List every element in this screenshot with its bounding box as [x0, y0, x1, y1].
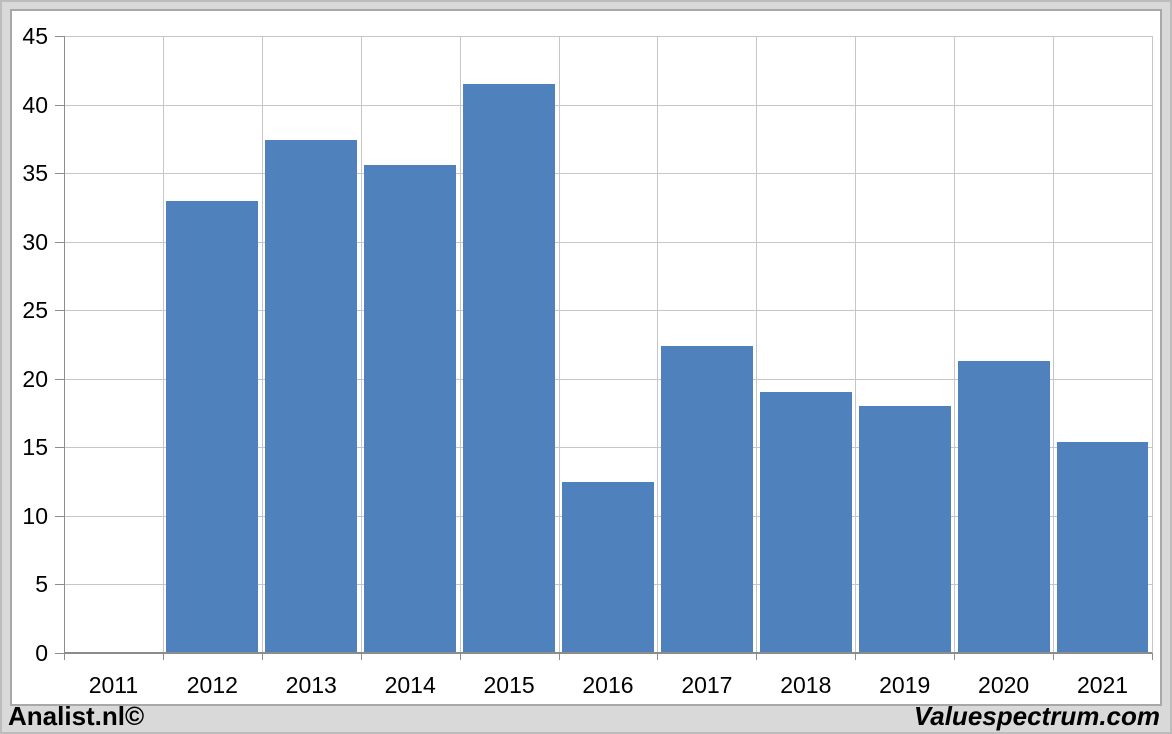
bar-2013: [265, 140, 358, 653]
v-gridline: [459, 36, 461, 653]
x-tick-mark: [1152, 653, 1153, 660]
x-tick-label: 2014: [384, 672, 436, 698]
y-tick-mark: [55, 104, 64, 106]
x-tick-label: 2019: [879, 672, 931, 698]
h-gridline: [64, 310, 1152, 312]
h-gridline: [64, 447, 1152, 449]
v-gridline: [360, 36, 362, 653]
v-gridline: [1053, 36, 1055, 653]
y-tick-label: 10: [22, 502, 48, 529]
v-gridline: [1152, 36, 1153, 653]
bar-2021: [1056, 441, 1149, 653]
chart-canvas: 0 5 10 15 20 25 30 35 40 45 2011 2012 2013 2014 2015 20…: [10, 9, 1162, 706]
y-tick-mark: [55, 515, 64, 517]
y-tick-mark: [55, 36, 64, 37]
bar-2019: [858, 406, 951, 653]
x-axis: [64, 652, 1152, 654]
y-axis: [64, 36, 65, 653]
y-tick-label: 35: [22, 160, 48, 187]
x-tick-label: 2021: [1076, 672, 1129, 698]
y-tick-mark: [55, 584, 64, 586]
y-tick-label: 30: [22, 228, 48, 255]
h-gridline: [64, 378, 1152, 380]
v-gridline: [657, 36, 659, 653]
v-gridline: [855, 36, 857, 653]
x-tick-label: 2017: [681, 672, 733, 698]
x-tick-label: 2018: [780, 672, 832, 698]
v-gridline: [261, 36, 263, 653]
x-tick-mark: [162, 653, 164, 660]
y-tick-label: 0: [35, 640, 48, 666]
x-tick-mark: [360, 653, 362, 660]
x-tick-label: 2020: [978, 672, 1030, 698]
y-tick-mark: [55, 173, 64, 175]
plot-area: 0 5 10 15 20 25 30 35 40 45 2011 2012 2013 2014 2015 20…: [22, 23, 1153, 698]
bar-2012: [166, 200, 259, 653]
x-tick-label: 2012: [186, 672, 238, 698]
y-tick-label: 20: [22, 365, 48, 392]
y-tick-label: 5: [35, 571, 48, 598]
bar-2014: [364, 164, 457, 653]
y-tick-label: 15: [22, 434, 48, 461]
y-tick-label: 45: [22, 23, 48, 49]
x-tick-mark: [64, 653, 65, 660]
y-tick-mark: [55, 310, 64, 312]
bar-2018: [759, 392, 852, 653]
bar-2016: [562, 481, 654, 653]
bar-2015: [463, 83, 556, 653]
bar-2020: [957, 360, 1050, 653]
x-tick-mark: [261, 653, 263, 660]
x-tick-mark: [855, 653, 857, 660]
x-tick-mark: [459, 653, 461, 660]
x-tick-mark: [954, 653, 956, 660]
x-tick-mark: [657, 653, 659, 660]
analist-credit: Analist.nl©: [8, 701, 145, 731]
x-tick-mark: [756, 653, 758, 660]
x-tick-mark: [1053, 653, 1055, 660]
v-gridline: [756, 36, 758, 653]
h-gridline: [64, 241, 1152, 243]
x-tick-label: 2016: [582, 672, 634, 698]
h-gridline: [64, 36, 1152, 37]
bar-2017: [660, 345, 753, 653]
x-tick-mark: [558, 653, 560, 660]
valuespectrum-credit: Valuespectrum.com: [913, 701, 1160, 731]
y-tick-label: 40: [22, 91, 48, 118]
x-tick-label: 2013: [285, 672, 337, 698]
y-tick-label: 25: [22, 297, 48, 324]
h-gridline: [64, 104, 1152, 106]
v-gridline: [162, 36, 164, 653]
y-tick-mark: [55, 378, 64, 380]
y-tick-mark: [55, 447, 64, 449]
v-gridline: [954, 36, 956, 653]
h-gridline: [64, 173, 1152, 175]
v-gridline: [558, 36, 560, 653]
x-tick-label: 2011: [88, 672, 139, 698]
y-tick-mark: [55, 241, 64, 243]
y-tick-mark: [55, 653, 64, 654]
x-tick-label: 2015: [483, 672, 535, 698]
